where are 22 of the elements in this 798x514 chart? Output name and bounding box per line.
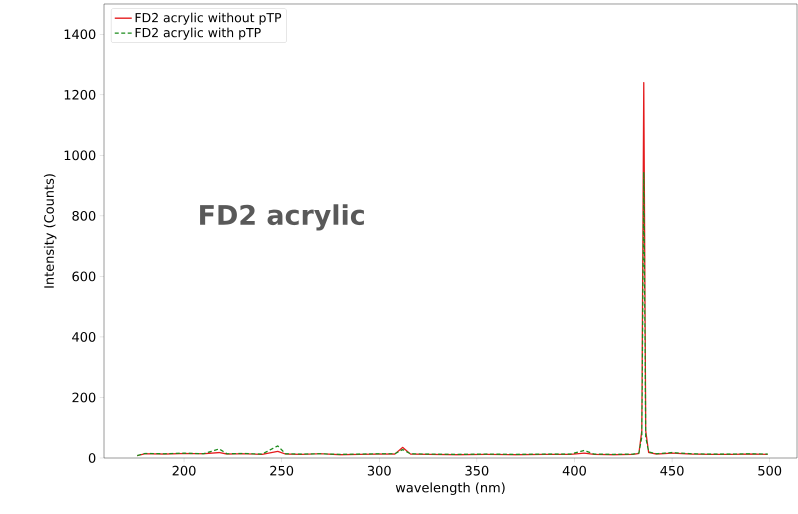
- y-tick-label: 1000: [64, 150, 96, 160]
- y-tick-label: 0: [88, 453, 96, 463]
- legend-label: FD2 acrylic without pTP: [136, 12, 282, 25]
- line-series: [136, 82, 768, 456]
- line-series: [136, 171, 768, 456]
- y-axis-title: Intensity (Counts): [44, 174, 56, 288]
- x-tick-label: 350: [465, 466, 488, 476]
- x-tick-label: 200: [172, 466, 196, 476]
- y-tick-label: 1200: [64, 90, 96, 100]
- legend-label: FD2 acrylic with pTP: [136, 28, 261, 40]
- y-tick-label: 400: [72, 332, 96, 342]
- x-tick-label: 450: [660, 466, 684, 476]
- y-tick-label: 600: [72, 272, 96, 282]
- x-tick-label: 400: [562, 466, 586, 476]
- y-tick-label: 1400: [64, 29, 96, 40]
- y-tick-label: 200: [72, 392, 96, 402]
- annotation: FD2 acrylic: [200, 204, 364, 231]
- x-axis-title: wavelength (nm): [396, 482, 505, 495]
- y-tick-label: 800: [72, 210, 96, 221]
- x-tick-label: 500: [758, 466, 782, 476]
- x-tick-label: 250: [270, 466, 294, 476]
- x-tick-label: 300: [368, 466, 391, 476]
